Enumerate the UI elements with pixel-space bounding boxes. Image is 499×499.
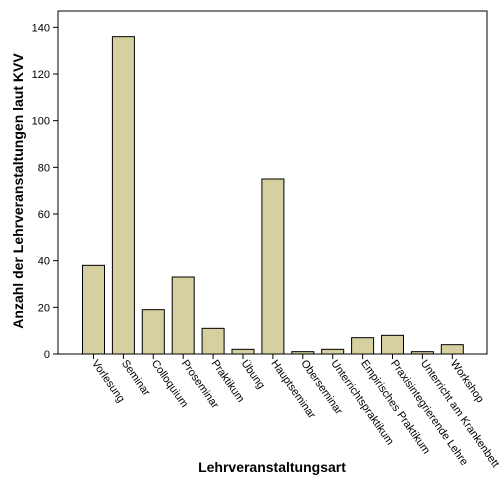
y-tick-label: 100 <box>32 116 50 128</box>
bar-4 <box>201 327 225 355</box>
y-tick-label: 120 <box>32 69 50 81</box>
bar-12 <box>440 344 464 355</box>
bar-3 <box>171 276 195 355</box>
y-axis: 0 20 40 60 80 100 120 140 <box>32 22 58 361</box>
bar-0 <box>82 264 105 355</box>
y-tick-label: 60 <box>38 209 50 221</box>
bar-5 <box>231 348 255 355</box>
bar-8 <box>321 348 345 355</box>
x-axis-title: Lehrveranstaltungsart <box>198 459 346 475</box>
x-axis: VorlesungSeminarColloquiumProseminarPrak… <box>89 354 499 470</box>
bar-10 <box>381 334 404 355</box>
bar-1 <box>111 36 135 355</box>
y-tick-label: 0 <box>44 349 50 361</box>
bar-9 <box>351 337 375 355</box>
y-tick-label: 80 <box>38 162 50 174</box>
y-tick-label: 20 <box>38 302 50 314</box>
bars <box>82 36 464 355</box>
y-tick-label: 140 <box>32 22 50 34</box>
bar-6 <box>261 178 285 355</box>
y-axis-title: Anzahl der Lehrveranstaltungen laut KVV <box>10 53 26 329</box>
bar-2 <box>141 309 165 355</box>
bar-7 <box>291 351 315 355</box>
y-tick-label: 40 <box>38 256 50 268</box>
bar-11 <box>410 351 434 355</box>
x-tick-label: Übung <box>239 358 267 391</box>
